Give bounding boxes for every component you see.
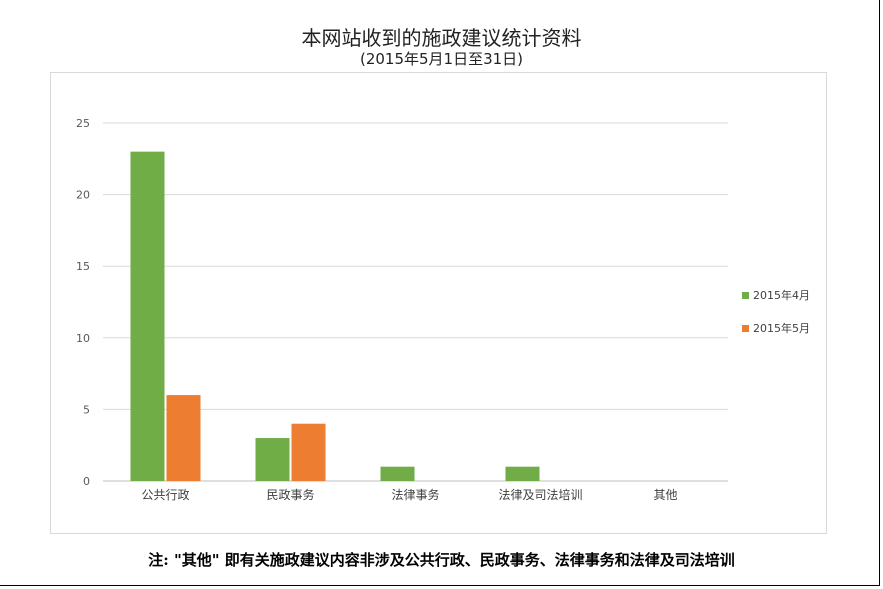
bar-2-series-0 [380, 466, 415, 481]
chart-area-border [50, 72, 827, 534]
footnote: 注: "其他" 即有关施政建议内容非涉及公共行政、民政事务、法律事务和法律及司法… [148, 551, 735, 569]
y-tick-label-4: 20 [76, 189, 90, 202]
legend-swatch-1 [742, 325, 749, 332]
bar-3-series-0 [505, 466, 540, 481]
x-tick-label-1: 民政事务 [266, 487, 314, 502]
x-tick-label-0: 公共行政 [141, 488, 189, 502]
legend-label-0: 2015年4月 [753, 288, 810, 302]
y-tick-label-3: 15 [76, 260, 90, 273]
y-tick-label-1: 5 [83, 403, 90, 416]
chart-subtitle: (2015年5月1日至31日) [359, 50, 524, 68]
legend-label-1: 2015年5月 [753, 321, 810, 335]
x-tick-label-3: 法律及司法培训 [498, 487, 582, 502]
bar-1-series-1 [291, 423, 326, 481]
bar-0-series-0 [130, 151, 165, 481]
chart-title: 本网站收到的施政建议统计资料 [301, 26, 582, 50]
y-tick-label-2: 10 [76, 332, 90, 345]
legend-swatch-0 [742, 292, 749, 299]
y-tick-label-5: 25 [76, 117, 90, 130]
x-tick-label-2: 法律事务 [391, 487, 439, 502]
x-tick-label-4: 其他 [653, 488, 677, 502]
bar-1-series-0 [255, 438, 290, 481]
bar-0-series-1 [166, 395, 201, 481]
y-tick-label-0: 0 [83, 475, 90, 488]
